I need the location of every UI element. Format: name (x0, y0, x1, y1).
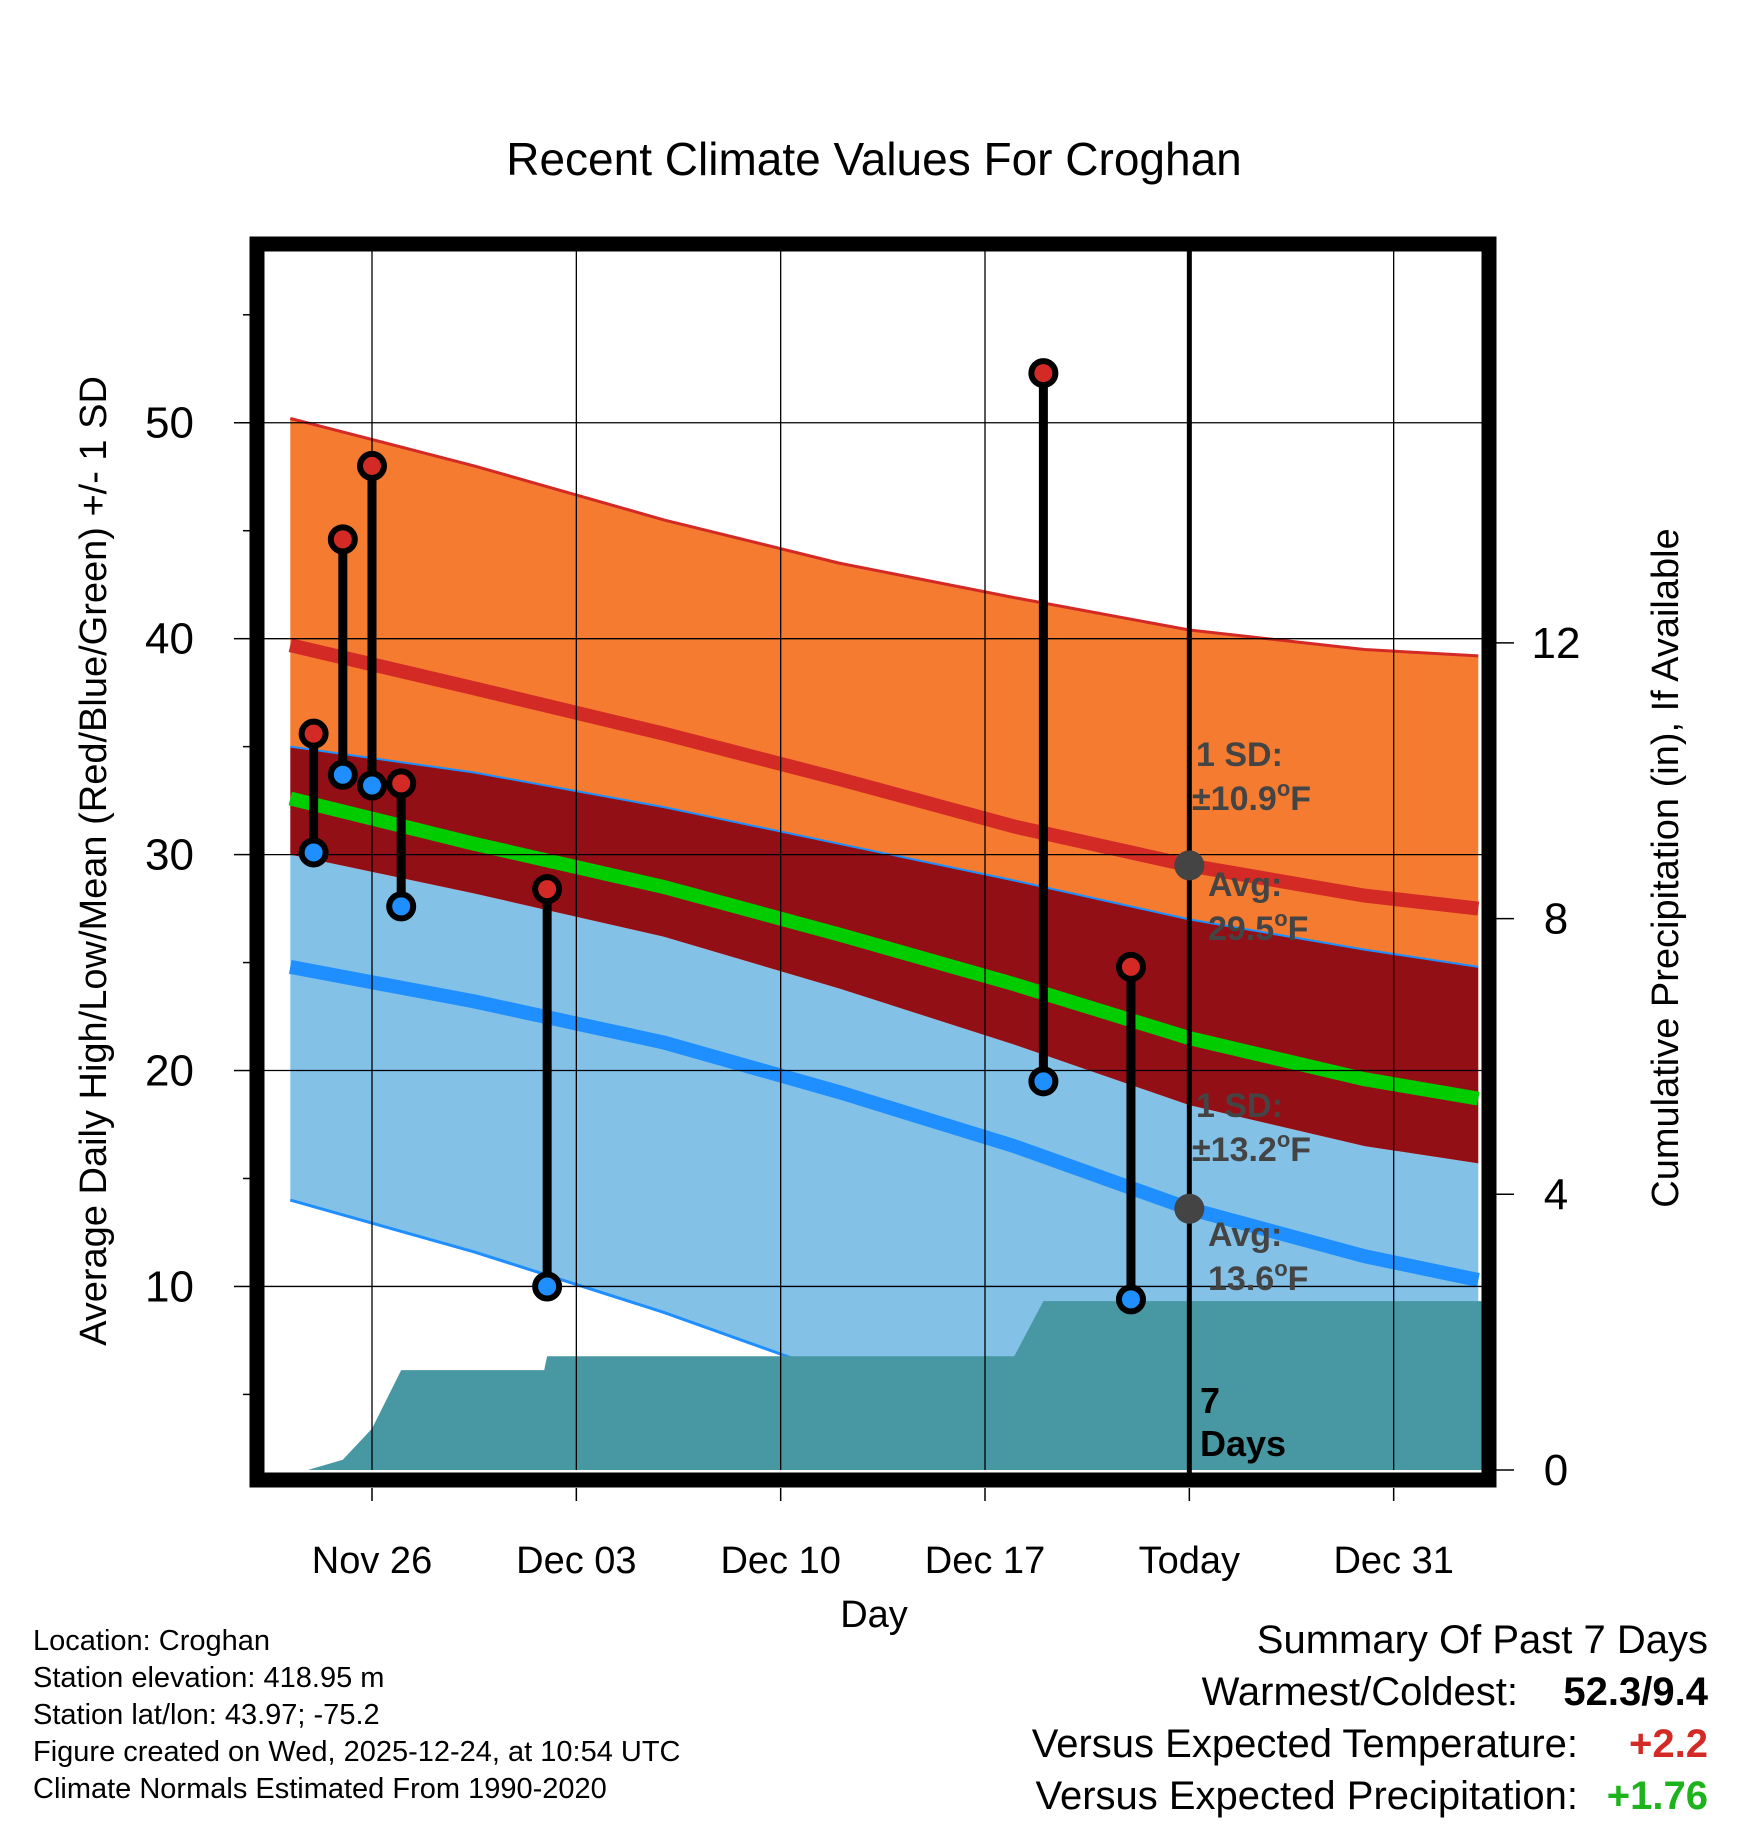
observed-high-point (357, 450, 388, 481)
y-axis-label: Average Daily High/Low/Mean (Red/Blue/Gr… (73, 376, 115, 1346)
high-avg-label: Avg: (1208, 866, 1282, 904)
y-tick-label: 50 (145, 399, 194, 448)
observed-high-point (1115, 951, 1146, 982)
summary-warmest: Warmest/Coldest: 52.3/9.4 (1202, 1670, 1708, 1715)
low-mean-line (289, 960, 1480, 1287)
observed-low-point (327, 759, 358, 790)
high-mean-line (288, 638, 1480, 916)
latlon-line: Station lat/lon: 43.97; -75.2 (33, 1699, 380, 1731)
x-axis-label: Day (840, 1594, 908, 1636)
y2-axis-label: Cumulative Precipitation (in), If Availa… (1645, 528, 1687, 1207)
mean-line (288, 791, 1480, 1106)
elevation-line: Station elevation: 418.95 m (33, 1662, 385, 1694)
warmest-value: 52.3/9.4 (1563, 1670, 1708, 1714)
observed-low-point (1115, 1284, 1146, 1315)
x-tick-label: Dec 10 (720, 1540, 840, 1582)
precipitation-area (264, 1301, 1490, 1470)
y2-tick-label: 12 (1532, 619, 1581, 668)
high-minus-sd-line (290, 745, 1479, 968)
observed-low-point (357, 770, 388, 801)
y-tick-label: 30 (145, 831, 194, 880)
high-sd-band (290, 418, 1479, 967)
plot-frame (249, 236, 1497, 1488)
low-avg-label: Avg: (1208, 1216, 1282, 1254)
warmest-label: Warmest/Coldest: (1201, 1670, 1518, 1714)
low-avg-value: 13.6oF (1208, 1256, 1308, 1298)
y-tick-label: 40 (145, 615, 194, 664)
observed-low-point (386, 891, 417, 922)
summary-temp: Versus Expected Temperature: +2.2 (1032, 1722, 1708, 1767)
observed-high-point (386, 768, 417, 799)
y2-tick-label: 4 (1544, 1170, 1568, 1219)
x-tick-label: Dec 31 (1333, 1540, 1453, 1582)
x-tick-label: Dec 03 (516, 1540, 636, 1582)
low-avg-marker (1174, 1193, 1205, 1224)
high-sd-label: 1 SD: (1196, 736, 1283, 774)
temp-label: Versus Expected Temperature: (1031, 1722, 1578, 1766)
observed-high-point (327, 524, 358, 555)
summary-precip: Versus Expected Precipitation: +1.76 (1035, 1774, 1708, 1819)
location-line: Location: Croghan (33, 1625, 270, 1657)
observed-high-point (1028, 358, 1059, 389)
temp-value: +2.2 (1629, 1722, 1708, 1766)
low-sd-value: ±13.2oF (1192, 1127, 1311, 1169)
observed-low-point (532, 1271, 563, 1302)
station-info: Location: Croghan Station elevation: 418… (33, 1623, 681, 1808)
y-tick-label: 20 (145, 1047, 194, 1096)
y2-tick-label: 8 (1544, 895, 1568, 944)
window-count: 7 (1200, 1380, 1220, 1421)
window-unit: Days (1200, 1423, 1286, 1464)
high-plus-sd-line (289, 416, 1479, 658)
high-avg-value: 29.5oF (1208, 906, 1308, 948)
high-sd-value: ±10.9oF (1192, 776, 1311, 818)
summary-title: Summary Of Past 7 Days (1256, 1618, 1708, 1662)
observed-low-point (298, 837, 329, 868)
low-sd-label: 1 SD: (1196, 1087, 1283, 1125)
x-tick-label: Dec 17 (925, 1540, 1045, 1582)
x-tick-label: Nov 26 (312, 1540, 432, 1582)
chart-title: Recent Climate Values For Croghan (506, 133, 1241, 185)
overlap-band (290, 746, 1479, 1164)
created-line: Figure created on Wed, 2025-12-24, at 10… (33, 1736, 681, 1768)
high-avg-marker (1174, 850, 1205, 881)
precip-label: Versus Expected Precipitation: (1035, 1774, 1578, 1818)
observed-low-point (1028, 1066, 1059, 1097)
observed-high-point (298, 718, 329, 749)
observed-high-point (532, 874, 563, 905)
normals-line: Climate Normals Estimated From 1990-2020 (33, 1773, 607, 1805)
y2-tick-label: 0 (1544, 1446, 1568, 1495)
x-tick-label: Today (1139, 1540, 1240, 1582)
precip-value: +1.76 (1606, 1774, 1708, 1818)
y-tick-label: 10 (145, 1262, 194, 1311)
